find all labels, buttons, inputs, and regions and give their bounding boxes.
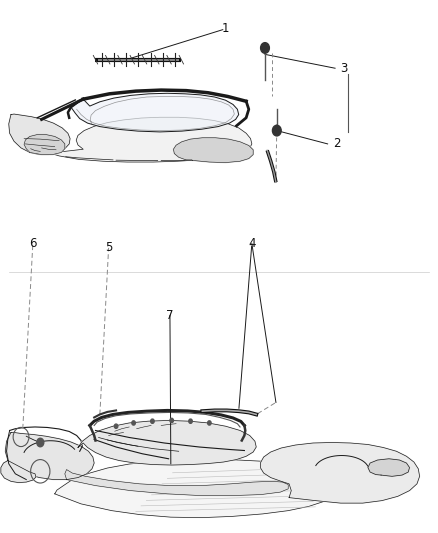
Circle shape [208,421,211,425]
Polygon shape [261,442,420,503]
Circle shape [151,419,154,423]
Polygon shape [9,114,70,155]
Polygon shape [71,93,239,132]
Polygon shape [18,117,252,162]
Polygon shape [24,134,65,155]
Text: 2: 2 [332,138,340,150]
Polygon shape [55,459,333,518]
Polygon shape [5,432,94,480]
Circle shape [170,418,173,423]
Circle shape [272,125,281,136]
Circle shape [37,438,44,447]
Text: 7: 7 [166,309,174,322]
Polygon shape [368,459,410,477]
Text: 3: 3 [340,62,347,75]
Circle shape [261,43,269,53]
Polygon shape [65,470,288,496]
Circle shape [132,421,135,425]
Polygon shape [78,421,256,465]
Polygon shape [173,138,253,163]
Circle shape [189,419,192,423]
Text: 6: 6 [29,237,37,250]
Text: 1: 1 [222,22,230,35]
Polygon shape [1,461,36,482]
Circle shape [114,424,118,429]
Text: 5: 5 [105,241,112,254]
Text: 4: 4 [248,237,256,250]
